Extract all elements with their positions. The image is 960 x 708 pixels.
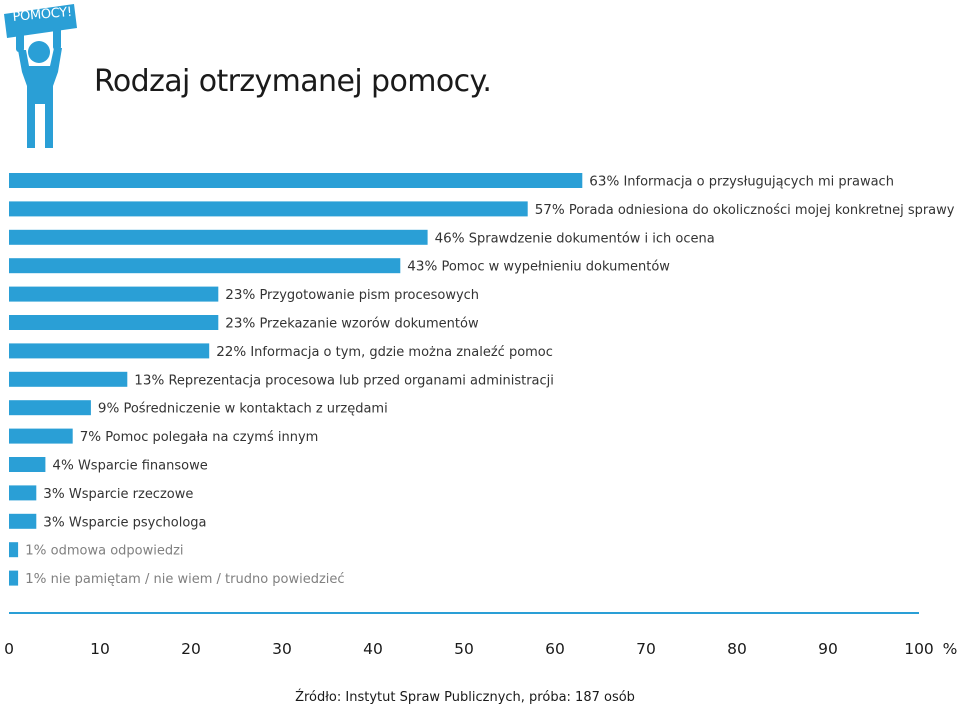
bar-category-label: nie pamiętam / nie wiem / trudno powiedz…: [47, 572, 345, 587]
bar-value: 43%: [407, 259, 437, 275]
x-tick-label: 60: [545, 640, 565, 658]
bar-value: 1%: [25, 543, 47, 559]
bar-value: 3%: [43, 514, 65, 530]
bar-category-label: Sprawdzenie dokumentów i ich ocena: [465, 231, 715, 246]
bar-value: 46%: [435, 230, 465, 246]
bar: [9, 513, 37, 529]
x-tick-label: 100: [904, 640, 934, 658]
help-sign-figure-icon: [4, 4, 77, 148]
bar: [9, 485, 37, 501]
page-title: Rodzaj otrzymanej pomocy.: [94, 64, 492, 99]
bar-value: 63%: [589, 174, 619, 190]
bar-data-label: 63% Informacja o przysługujących mi praw…: [589, 174, 894, 190]
bar-category-label: Reprezentacja procesowa lub przed organa…: [164, 373, 554, 388]
bar-category-label: Przekazanie wzorów dokumentów: [255, 317, 479, 332]
bar-data-label: 43% Pomoc w wypełnieniu dokumentów: [407, 259, 670, 275]
bar-category-label: Wsparcie rzeczowe: [65, 487, 194, 502]
bar: [9, 286, 219, 302]
x-tick-label: 80: [727, 640, 747, 658]
x-axis-ticks: 0 10 20 30 40 50 60 70 80 90 100%: [4, 640, 957, 658]
bar-value: 13%: [134, 372, 164, 388]
bar: [9, 173, 583, 188]
x-tick-label: 10: [90, 640, 110, 658]
horizontal-bar-chart: 63% Informacja o przysługujących mi praw…: [4, 173, 957, 658]
bar: [9, 400, 91, 416]
bar-data-label: 1% odmowa odpowiedzi: [25, 543, 183, 559]
x-tick-label: 20: [181, 640, 201, 658]
bar-value: 9%: [98, 401, 120, 417]
bar-category-label: Wsparcie psychologa: [65, 515, 207, 530]
bar-value: 3%: [43, 486, 65, 502]
bar-category-label: Informacja o tym, gdzie można znaleźć po…: [246, 345, 553, 360]
bar: [9, 315, 219, 330]
bar-value: 23%: [225, 287, 255, 303]
bar-value: 57%: [535, 202, 565, 218]
bar-value: 1%: [25, 571, 47, 587]
bar-data-label: 9% Pośredniczenie w kontaktach z urzędam…: [98, 401, 388, 417]
bar-category-label: Przygotowanie pism procesowych: [255, 288, 479, 303]
bar-series: 63% Informacja o przysługujących mi praw…: [9, 173, 955, 587]
bar-category-label: Pośredniczenie w kontaktach z urzędami: [119, 402, 387, 417]
bar-data-label: 57% Porada odniesiona do okoliczności mo…: [535, 202, 955, 218]
bar: [9, 371, 128, 387]
x-tick-label: 30: [272, 640, 292, 658]
bar-data-label: 23% Przekazanie wzorów dokumentów: [225, 316, 479, 332]
bar: [9, 258, 401, 274]
bar: [9, 201, 528, 217]
bar-data-label: 13% Reprezentacja procesowa lub przed or…: [134, 372, 554, 388]
x-tick-label: 50: [454, 640, 474, 658]
bar-category-label: Pomoc polegała na czymś innym: [101, 430, 318, 445]
source-note: Źródło: Instytut Spraw Publicznych, prób…: [295, 690, 635, 705]
bar-category-label: Porada odniesiona do okoliczności mojej …: [565, 203, 955, 218]
x-tick-label: 0: [4, 640, 14, 658]
bar: [9, 343, 210, 359]
x-tick-label: 70: [636, 640, 656, 658]
x-axis-unit: %: [943, 640, 958, 658]
x-tick-label: 40: [363, 640, 383, 658]
bar-category-label: Informacja o przysługujących mi prawach: [619, 175, 894, 190]
bar: [9, 542, 19, 558]
bar-data-label: 3% Wsparcie rzeczowe: [43, 486, 193, 502]
bar-data-label: 4% Wsparcie finansowe: [52, 458, 207, 474]
bar-data-label: 3% Wsparcie psychologa: [43, 514, 206, 530]
bar-data-label: 1% nie pamiętam / nie wiem / trudno powi…: [25, 571, 344, 587]
bar-value: 23%: [225, 316, 255, 332]
bar-data-label: 7% Pomoc polegała na czymś innym: [80, 429, 319, 445]
bar: [9, 457, 46, 472]
bar: [9, 229, 428, 245]
bar-data-label: 46% Sprawdzenie dokumentów i ich ocena: [435, 230, 715, 246]
x-tick-label: 90: [818, 640, 838, 658]
bar-category-label: Pomoc w wypełnieniu dokumentów: [437, 260, 670, 275]
bar: [9, 428, 73, 444]
bar-category-label: odmowa odpowiedzi: [47, 544, 184, 559]
bar-value: 22%: [216, 344, 246, 360]
bar-value: 7%: [80, 429, 102, 445]
bar-value: 4%: [52, 458, 74, 474]
bar-category-label: Wsparcie finansowe: [74, 459, 208, 474]
bar-data-label: 22% Informacja o tym, gdzie można znaleź…: [216, 344, 553, 360]
bar: [9, 570, 19, 586]
bar-data-label: 23% Przygotowanie pism procesowych: [225, 287, 479, 303]
